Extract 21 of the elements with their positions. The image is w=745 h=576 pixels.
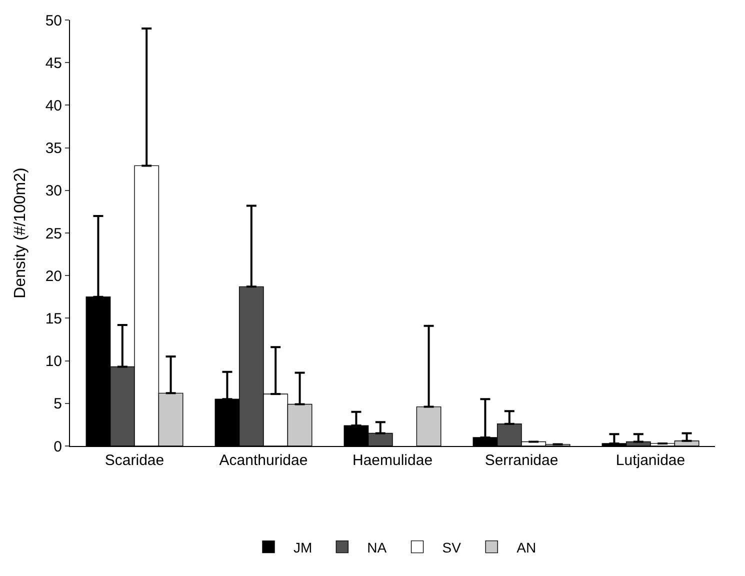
y-tick-label: 25 (45, 225, 62, 242)
x-tick-label: Serranidae (484, 452, 558, 469)
x-tick-label: Lutjanidae (616, 452, 686, 469)
y-tick-label: 40 (45, 97, 62, 114)
x-tick-label: Haemulidae (352, 452, 433, 469)
y-tick-label: 15 (45, 310, 62, 328)
y-tick-label: 10 (45, 353, 62, 370)
x-tick-label: Acanthuridae (219, 452, 308, 469)
y-tick-label: 35 (45, 140, 62, 158)
y-tick-label: 0 (54, 438, 62, 456)
y-tick-label: 45 (45, 54, 62, 72)
legend-label: NA (367, 539, 388, 556)
y-tick-label: 50 (45, 12, 62, 30)
legend-label: AN (516, 539, 536, 556)
legend-label: JM (294, 539, 312, 556)
y-tick-label: 5 (54, 396, 62, 413)
legend-label: SV (442, 539, 462, 556)
x-tick-label: Scaridae (104, 452, 164, 469)
y-axis-title: Density (#/100m2) (12, 168, 30, 298)
y-tick-label: 20 (45, 268, 62, 285)
y-tick-label: 30 (45, 182, 62, 200)
